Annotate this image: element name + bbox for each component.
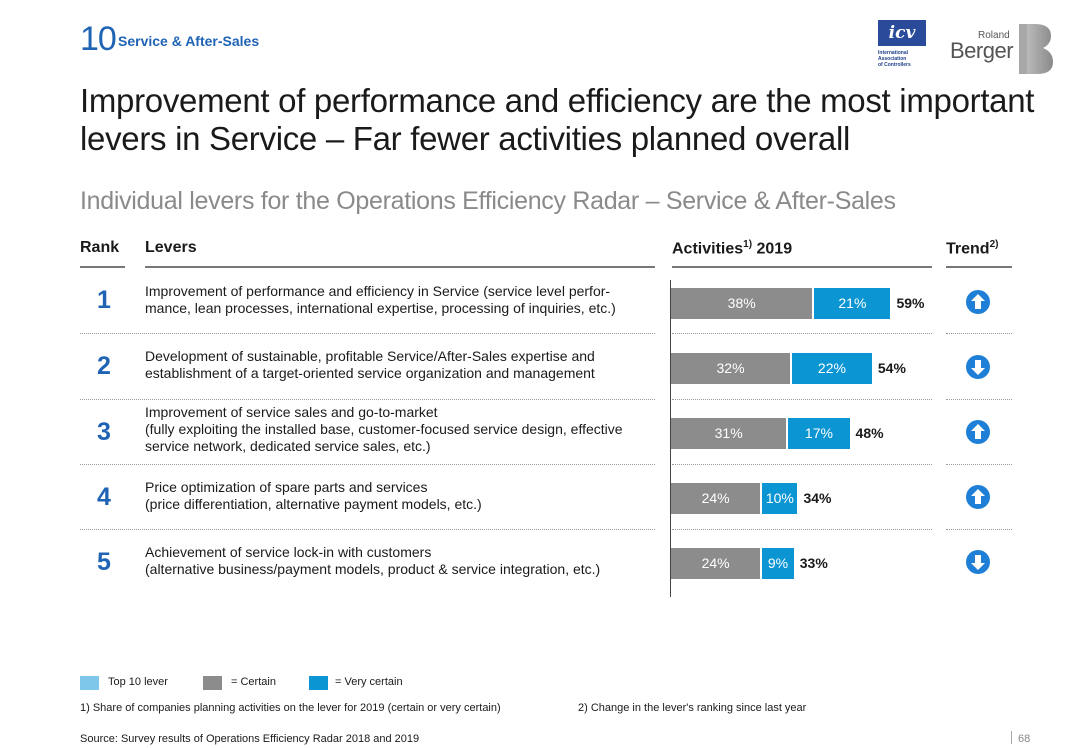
lever-line: (fully exploiting the installed base, cu… (145, 421, 623, 437)
bar-certain: 24% (671, 483, 761, 514)
lever-line: Development of sustainable, profitable S… (145, 348, 595, 364)
arrow-down-circle-icon (966, 550, 990, 574)
activities-footnote-mark: 1) (743, 239, 753, 250)
icv-sub-line: Association (878, 56, 907, 62)
row-divider (80, 333, 655, 334)
trend-label: Trend (946, 240, 990, 258)
bar-total-label: 48% (855, 425, 884, 441)
icv-sub-line: of Controllers (878, 62, 911, 68)
page-number-divider (1011, 731, 1012, 744)
row-divider (80, 529, 655, 530)
rank-number: 1 (97, 286, 111, 314)
header-underline-rank (80, 266, 125, 268)
rank-number: 2 (97, 352, 111, 380)
row-divider (672, 464, 932, 465)
row-divider (80, 464, 655, 465)
trend-footnote-mark: 2) (989, 239, 999, 250)
page-title: Improvement of performance and efficienc… (80, 82, 1035, 157)
lever-line: Achievement of service lock-in with cust… (145, 544, 432, 560)
column-header-levers: Levers (145, 239, 197, 256)
page-number: 68 (1018, 733, 1031, 745)
row-divider (946, 464, 1012, 465)
bar-total-label: 34% (803, 490, 832, 506)
bar-very-certain: 17% (786, 418, 850, 449)
lever-line: establishment of a target-oriented servi… (145, 365, 595, 381)
bar-very-certain: 21% (812, 288, 891, 319)
row-divider (672, 399, 932, 400)
legend-label-top10: Top 10 lever (108, 676, 168, 688)
row-divider (946, 529, 1012, 530)
roland-berger-logo-main: Berger (950, 38, 1014, 63)
lever-description: Improvement of performance and efficienc… (145, 283, 665, 317)
lever-description: Price optimization of spare parts and se… (145, 479, 665, 513)
footnote-2: 2) Change in the lever's ranking since l… (578, 702, 807, 714)
bar-total-label: 59% (896, 295, 925, 311)
header-underline-activities (672, 266, 932, 268)
lever-description: Development of sustainable, profitable S… (145, 348, 665, 382)
activities-year: 2019 (752, 240, 793, 258)
arrow-down-circle-icon (966, 355, 990, 379)
row-divider (946, 333, 1012, 334)
bar-certain: 38% (671, 288, 813, 319)
legend-swatch-very-certain (309, 676, 328, 690)
bar-certain: 32% (671, 353, 791, 384)
arrow-up-circle-icon (966, 485, 990, 509)
legend-swatch-top10 (80, 676, 99, 690)
row-divider (672, 333, 932, 334)
lever-line: (alternative business/payment models, pr… (145, 561, 601, 577)
icv-logo: icv International Association of Control… (876, 20, 928, 72)
footnote-1: 1) Share of companies planning activitie… (80, 702, 501, 714)
lever-line: service network, dedicated service sales… (145, 438, 431, 454)
lever-description: Achievement of service lock-in with cust… (145, 544, 665, 578)
lever-description: Improvement of service sales and go-to-m… (145, 404, 665, 455)
lever-line: (price differentiation, alternative paym… (145, 496, 482, 512)
arrow-up-circle-icon (966, 420, 990, 444)
header-underline-trend (946, 266, 1012, 268)
lever-line: Improvement of performance and efficienc… (145, 283, 611, 299)
rank-number: 3 (97, 418, 111, 446)
bar-very-certain: 22% (790, 353, 872, 384)
icv-logo-subtext: International Association of Controllers (878, 50, 911, 68)
bar-certain: 31% (671, 418, 787, 449)
bar-total-label: 54% (877, 360, 906, 376)
header-underline-levers (145, 266, 655, 268)
legend-swatch-certain (203, 676, 222, 690)
rank-number: 5 (97, 548, 111, 576)
row-divider (80, 399, 655, 400)
rank-number: 4 (97, 483, 111, 511)
lever-line: Price optimization of spare parts and se… (145, 479, 428, 495)
column-header-activities: Activities1) 2019 (672, 239, 792, 258)
column-header-trend: Trend2) (946, 239, 998, 258)
section-title: Service & After-Sales (118, 33, 260, 49)
source-note: Source: Survey results of Operations Eff… (80, 733, 420, 745)
row-divider (946, 399, 1012, 400)
roland-berger-b-logo-icon (1019, 24, 1053, 74)
icv-sub-line: International (878, 50, 909, 56)
arrow-up-circle-icon (966, 290, 990, 314)
chart-axis (670, 280, 671, 597)
bar-total-label: 33% (799, 555, 828, 571)
legend-label-certain: = Certain (231, 676, 276, 688)
section-number: 10 (80, 20, 117, 58)
legend-label-very-certain: = Very certain (335, 676, 403, 688)
lever-line: Improvement of service sales and go-to-m… (145, 404, 438, 420)
page-subtitle: Individual levers for the Operations Eff… (80, 187, 896, 215)
icv-logo-mark: icv (878, 20, 926, 46)
bar-certain: 24% (671, 548, 761, 579)
bar-very-certain: 9% (760, 548, 794, 579)
lever-line: mance, lean processes, international exp… (145, 300, 616, 316)
row-divider (672, 529, 932, 530)
bar-very-certain: 10% (760, 483, 798, 514)
roland-berger-logo-top: Roland (978, 30, 1010, 41)
activities-label: Activities (672, 240, 744, 258)
column-header-rank: Rank (80, 239, 120, 256)
